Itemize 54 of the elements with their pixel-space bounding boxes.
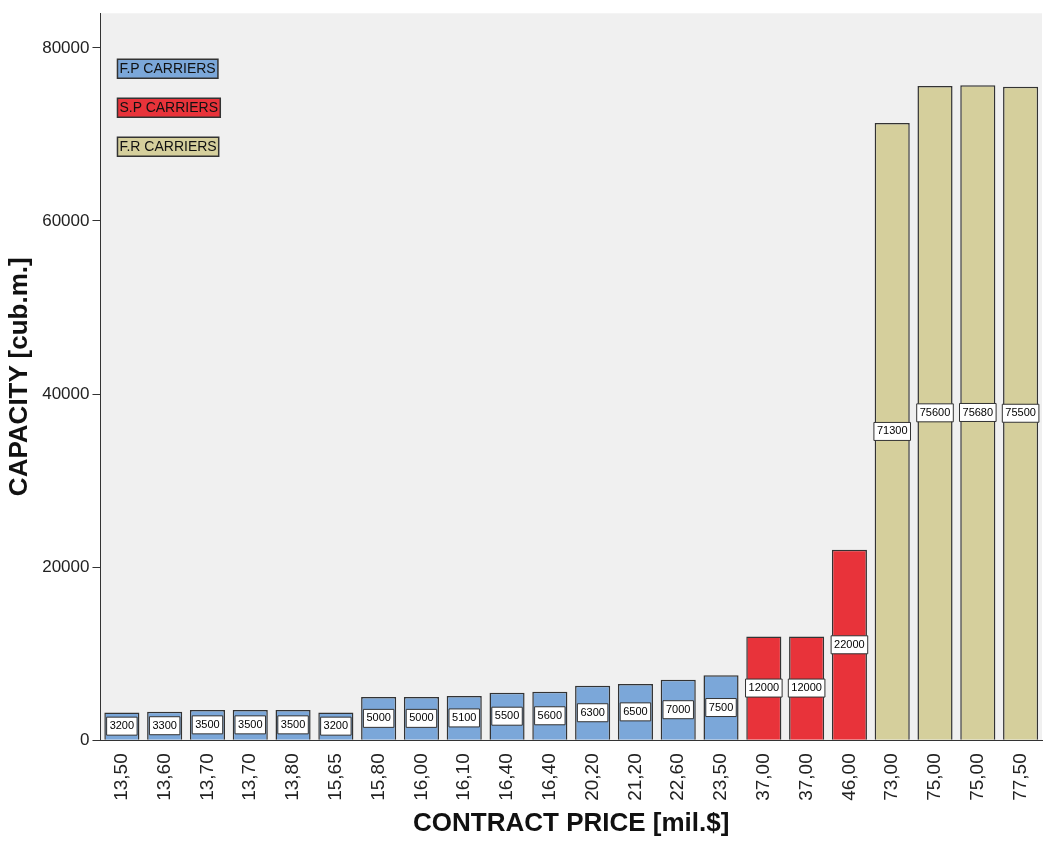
data-label: 5500 (494, 709, 520, 722)
data-label: 3200 (323, 719, 349, 732)
x-tick-label: 73,00 (880, 753, 902, 801)
y-tick-label: 40000 (42, 383, 90, 403)
x-tick-label: 37,00 (794, 753, 816, 801)
x-tick-label: 37,00 (752, 753, 774, 801)
x-tick-label: 23,50 (709, 753, 731, 801)
data-label: 3500 (195, 717, 220, 730)
data-label: 5100 (452, 710, 477, 723)
y-tick-label: 60000 (42, 210, 90, 230)
text: F.P CARRIERS (119, 60, 216, 77)
data-label: 75680 (962, 405, 994, 418)
data-label: 3200 (109, 719, 135, 732)
x-tick-label: 16,40 (495, 753, 517, 801)
data-label: 3500 (280, 717, 306, 730)
x-tick-label: 77,50 (1008, 753, 1030, 801)
data-label: 5600 (537, 708, 563, 721)
x-tick-label: 22,60 (666, 753, 688, 801)
y-axis-title: CAPACITY [cub.m.] (2, 257, 33, 497)
x-tick-label: 16,40 (538, 753, 560, 801)
data-label: 22000 (834, 637, 865, 650)
x-tick-label: 20,20 (580, 753, 602, 801)
data-label: 12000 (748, 681, 780, 694)
x-tick-label: 16,00 (409, 753, 431, 801)
x-tick-label: 16,10 (452, 753, 474, 801)
data-label: 5000 (409, 711, 434, 724)
y-tick-label: 0 (80, 729, 90, 749)
data-label: 3500 (238, 717, 263, 730)
data-label: 3300 (152, 718, 177, 731)
data-label: 75500 (1005, 406, 1036, 419)
x-tick-label: 15,80 (366, 753, 388, 801)
x-tick-label: 13,60 (152, 753, 174, 801)
x-tick-label: 46,00 (837, 753, 859, 801)
x-tick-label: 13,70 (195, 753, 217, 801)
data-label: 6300 (580, 705, 605, 718)
x-tick-label: 21,20 (623, 753, 645, 801)
y-tick-label: 20000 (42, 556, 90, 576)
x-tick-label: 75,00 (966, 753, 988, 801)
x-tick-label: 15,65 (324, 753, 346, 801)
x-tick-label: 75,00 (923, 753, 945, 801)
data-label: 12000 (791, 681, 822, 694)
text: S.P CARRIERS (119, 99, 219, 116)
data-label: 7000 (665, 702, 691, 715)
data-label: 5000 (366, 711, 391, 724)
x-tick-label: 13,70 (238, 753, 260, 801)
y-tick-label: 80000 (42, 37, 90, 57)
data-label: 71300 (876, 424, 908, 437)
x-tick-label: 13,50 (110, 753, 132, 801)
x-tick-label: 13,80 (281, 753, 303, 801)
data-label: 6500 (623, 704, 648, 717)
data-label: 7500 (708, 700, 734, 713)
text: F.R CARRIERS (119, 138, 217, 155)
data-label: 75600 (919, 405, 951, 418)
x-axis-title: CONTRACT PRICE [mil.$] (413, 806, 730, 837)
